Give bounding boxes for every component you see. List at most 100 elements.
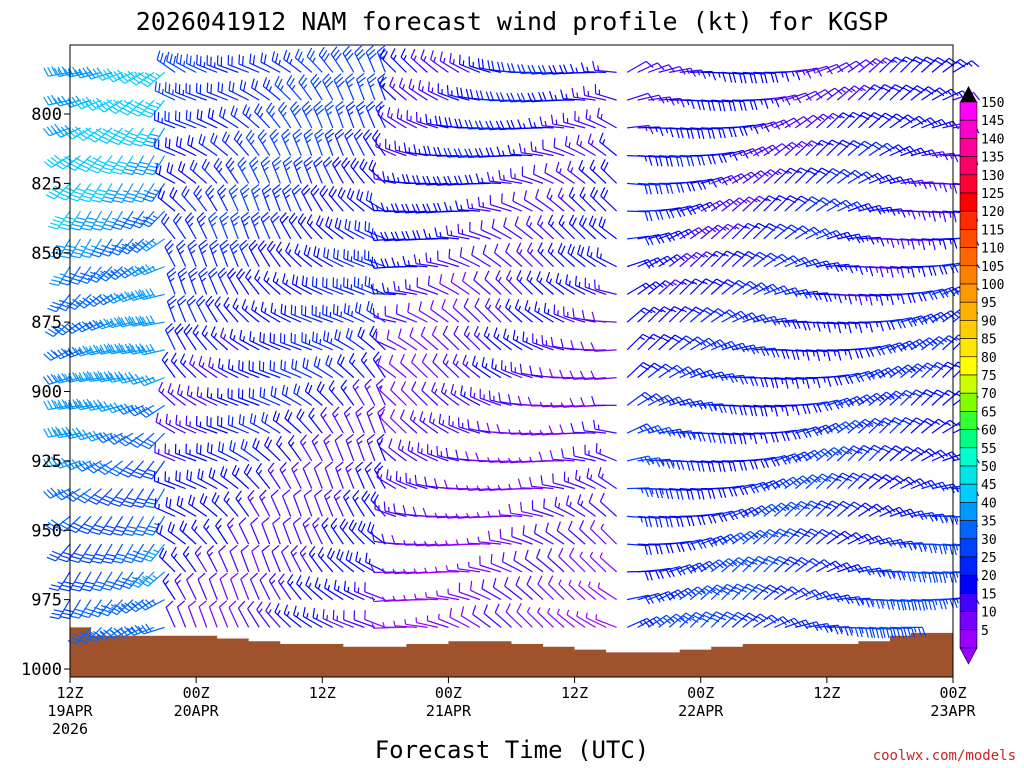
wind-barb	[518, 143, 544, 157]
wind-barb	[293, 605, 313, 628]
wind-barb	[522, 331, 544, 351]
wind-barb	[627, 543, 652, 556]
wind-barb	[784, 92, 812, 102]
wind-barb	[137, 343, 165, 356]
wind-barb	[394, 140, 418, 157]
wind-barb	[386, 329, 407, 351]
wind-barb	[272, 271, 292, 295]
wind-barb	[637, 155, 663, 167]
wind-barb	[284, 242, 302, 268]
wind-barb	[879, 506, 907, 517]
wind-barb	[794, 140, 821, 157]
wind-barb	[240, 572, 250, 600]
wind-barb	[700, 224, 727, 240]
wind-barb	[288, 212, 302, 240]
wind-barb	[627, 235, 654, 246]
wind-barb	[454, 200, 481, 212]
wind-barb	[668, 366, 696, 379]
wind-barb	[334, 128, 345, 156]
colorbar-tick-label: 100	[981, 278, 1004, 293]
wind-barb	[99, 488, 124, 506]
wind-barb	[586, 468, 607, 490]
wind-barb	[175, 239, 187, 267]
wind-barb	[710, 558, 737, 573]
wind-barb	[139, 571, 165, 587]
wind-barb	[466, 485, 491, 491]
wind-barb	[711, 460, 737, 472]
wind-barb	[325, 216, 344, 240]
wind-barb	[579, 520, 597, 545]
wind-barb	[201, 158, 218, 184]
wind-barb	[400, 381, 418, 406]
wind-barb	[516, 270, 533, 295]
wind-barb	[458, 582, 481, 601]
x-tick-label: 21APR	[426, 702, 472, 720]
wind-barb	[879, 318, 906, 329]
wind-barb	[162, 573, 176, 600]
wind-barb	[495, 92, 523, 103]
wind-barb	[455, 484, 480, 491]
wind-barb	[343, 406, 355, 434]
wind-barb	[805, 349, 831, 362]
wind-barb	[167, 382, 186, 406]
wind-barb	[837, 532, 864, 545]
wind-barb	[219, 211, 229, 240]
wind-barb	[826, 86, 853, 101]
wind-barb	[91, 210, 113, 231]
wind-barb	[230, 572, 239, 600]
wind-barb	[627, 210, 653, 222]
wind-barb	[291, 358, 313, 379]
wind-barb	[116, 403, 144, 415]
wind-barb	[167, 521, 186, 545]
wind-barb	[355, 551, 376, 573]
wind-barb	[85, 399, 113, 411]
wind-barb	[59, 571, 82, 592]
wind-barb	[235, 490, 250, 517]
wind-barb	[425, 252, 449, 268]
wind-barb	[595, 614, 617, 628]
wind-barb	[206, 416, 228, 434]
wind-barb	[485, 91, 512, 102]
wind-barb	[921, 449, 949, 462]
wind-barb	[560, 448, 586, 462]
wind-barb	[576, 610, 596, 628]
wind-barb	[137, 623, 165, 635]
wind-barb	[889, 476, 917, 490]
wind-barb	[228, 80, 249, 101]
wind-barb	[763, 377, 789, 389]
wind-barb	[275, 435, 292, 462]
wind-barb	[668, 252, 695, 268]
wind-barb	[139, 71, 165, 88]
wind-barb	[552, 473, 575, 490]
wind-barb	[868, 266, 894, 278]
colorbar-swatch	[959, 229, 978, 248]
wind-barb	[158, 547, 176, 573]
wind-barb	[445, 225, 470, 240]
wind-barb	[557, 243, 575, 268]
colorbar-swatch	[959, 265, 978, 285]
wind-barb	[238, 360, 260, 379]
wind-barb	[240, 544, 250, 573]
wind-barb	[585, 109, 607, 129]
wind-barb	[526, 606, 544, 628]
wind-barb	[174, 110, 197, 129]
wind-barb	[258, 360, 281, 379]
colorbar-swatch	[959, 520, 978, 540]
wind-barb	[795, 589, 823, 601]
wind-barb	[324, 100, 335, 129]
terrain-layer	[70, 627, 953, 677]
wind-barb	[900, 599, 926, 611]
wind-barbs	[42, 45, 981, 645]
wind-barb	[302, 461, 313, 489]
wind-barb	[219, 572, 229, 600]
wind-barb	[69, 543, 92, 564]
wind-barb	[77, 155, 102, 173]
wind-barb	[172, 212, 187, 240]
wind-barb	[637, 457, 665, 468]
wind-barb	[221, 131, 239, 157]
wind-barb	[335, 461, 344, 489]
wind-barb	[108, 460, 134, 477]
wind-barb	[133, 516, 155, 536]
wind-barb	[301, 305, 323, 323]
wind-barb	[264, 436, 281, 462]
